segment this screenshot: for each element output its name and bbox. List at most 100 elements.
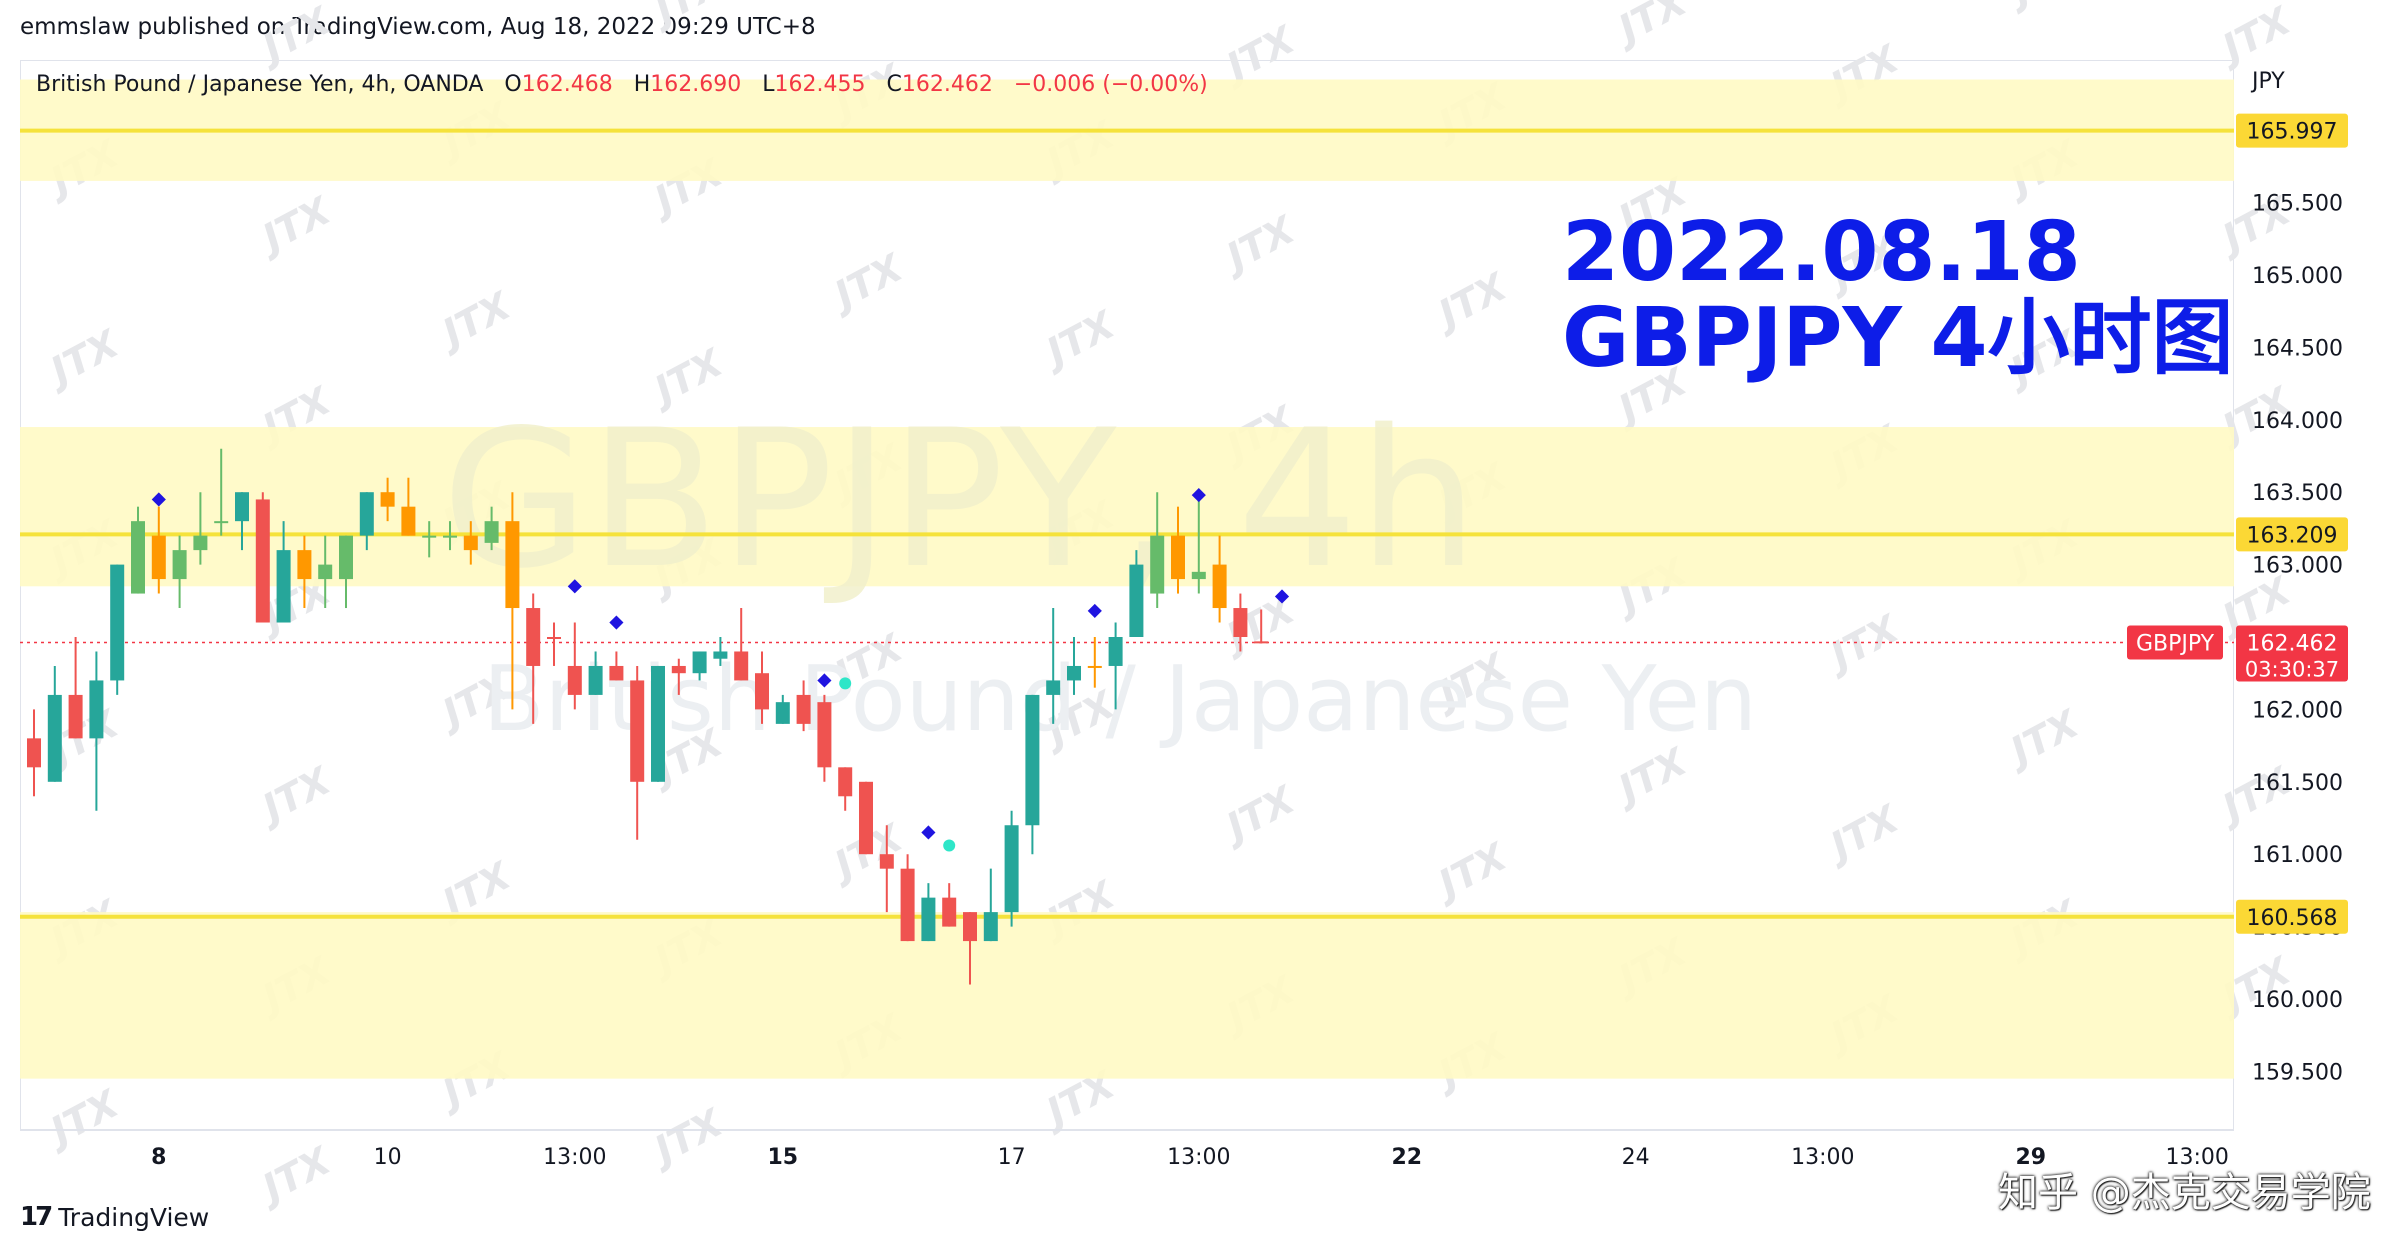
change-value: −0.006 (−0.00%): [1013, 72, 1208, 97]
time-tick-label: 10: [374, 1145, 402, 1170]
candle-body: [1108, 637, 1123, 666]
candle[interactable]: [526, 593, 541, 724]
candle[interactable]: [1108, 622, 1123, 710]
level-price-labels: 165.997 163.209 160.568: [2236, 113, 2348, 934]
candle-body: [47, 694, 62, 782]
candle-body: [942, 897, 957, 927]
candle[interactable]: [692, 651, 707, 681]
ohlc-legend: British Pound / Japanese Yen, 4h, OANDA …: [36, 72, 1222, 97]
candle[interactable]: [942, 883, 957, 927]
price-tick-label: 160.000: [2252, 988, 2343, 1013]
candle-body: [131, 521, 145, 594]
candle-body: [609, 665, 624, 681]
signal-diamond: [567, 579, 582, 594]
candle-body: [339, 535, 353, 580]
tradingview-logo[interactable]: 17 TradingView: [20, 1202, 209, 1232]
candle[interactable]: [1129, 550, 1144, 637]
candle[interactable]: [775, 694, 790, 724]
candle[interactable]: [339, 535, 353, 609]
candle[interactable]: [859, 781, 873, 855]
candle[interactable]: [1254, 609, 1269, 644]
candle[interactable]: [630, 665, 645, 840]
candle[interactable]: [900, 854, 915, 942]
candle[interactable]: [255, 492, 270, 623]
time-axis: 8 10 13:00 15 17 13:00 22 24 13:00 29 13:00: [151, 1145, 2229, 1170]
candle[interactable]: [68, 637, 83, 739]
brand-watermark: JTX: [641, 0, 731, 35]
candle[interactable]: [1233, 593, 1248, 652]
candle-body: [443, 535, 457, 538]
candle[interactable]: [1150, 492, 1165, 609]
candle[interactable]: [879, 825, 894, 913]
candle[interactable]: [1046, 608, 1061, 724]
current-price-tag: GBPJPY 162.462 03:30:37: [2127, 625, 2348, 682]
candle-body: [89, 680, 104, 739]
candle[interactable]: [1191, 492, 1206, 594]
candle[interactable]: [422, 521, 437, 558]
brand-watermark: JTX: [1997, 0, 2087, 16]
candle[interactable]: [1212, 535, 1227, 623]
candle[interactable]: [193, 492, 208, 565]
candle[interactable]: [713, 637, 728, 666]
candle[interactable]: [1087, 637, 1102, 688]
candle[interactable]: [151, 506, 166, 594]
candle-body: [235, 492, 249, 522]
candle[interactable]: [443, 521, 457, 551]
candle[interactable]: [131, 506, 145, 594]
candle[interactable]: [1025, 694, 1040, 855]
candle[interactable]: [214, 448, 229, 536]
candle-body: [900, 868, 915, 942]
candle[interactable]: [463, 521, 478, 565]
candle[interactable]: [567, 622, 582, 710]
candle[interactable]: [734, 608, 749, 681]
candle[interactable]: [817, 694, 832, 782]
candle-body: [1233, 608, 1248, 637]
signal-dot: [839, 677, 852, 690]
candle[interactable]: [963, 912, 977, 985]
candle-body: [318, 564, 333, 580]
candle[interactable]: [89, 651, 104, 811]
candle[interactable]: [359, 492, 374, 551]
publisher-line: emmslaw published on TradingView.com, Au…: [20, 14, 816, 40]
signal-diamond: [1274, 589, 1290, 604]
candle[interactable]: [547, 622, 561, 666]
candle[interactable]: [401, 477, 416, 536]
candle[interactable]: [27, 709, 41, 797]
time-tick-label: 17: [998, 1145, 1026, 1170]
candle[interactable]: [983, 868, 998, 942]
candle[interactable]: [110, 564, 125, 695]
candle[interactable]: [235, 492, 249, 551]
candle-body: [755, 673, 769, 710]
brand-watermark: JTX: [1605, 0, 1695, 54]
price-tick-label: 164.500: [2252, 336, 2343, 361]
candle[interactable]: [755, 651, 769, 724]
candle[interactable]: [380, 477, 395, 522]
candle-body: [963, 912, 977, 942]
time-tick-label: 13:00: [1791, 1145, 1854, 1170]
candle-body: [1212, 564, 1227, 609]
candle[interactable]: [297, 535, 312, 609]
candle[interactable]: [671, 658, 686, 695]
candle[interactable]: [838, 767, 853, 811]
candle[interactable]: [276, 521, 291, 623]
candle[interactable]: [1067, 637, 1081, 695]
candle[interactable]: [505, 492, 520, 710]
candle-body: [692, 651, 707, 674]
symbol-tag-label: GBPJPY: [2136, 632, 2215, 657]
candle[interactable]: [609, 651, 624, 681]
candle[interactable]: [172, 535, 187, 609]
candle[interactable]: [588, 651, 603, 695]
candle[interactable]: [921, 883, 936, 942]
brand-watermark: JTX: [249, 188, 339, 263]
time-tick-label: 15: [767, 1145, 798, 1170]
candle-body: [671, 665, 686, 674]
candle[interactable]: [484, 506, 499, 551]
candle[interactable]: [47, 665, 62, 782]
candle[interactable]: [318, 535, 333, 609]
candle[interactable]: [651, 665, 665, 782]
candle[interactable]: [1171, 506, 1185, 594]
candle[interactable]: [796, 680, 811, 732]
candle[interactable]: [1004, 810, 1019, 927]
brand-watermark: JTX: [1817, 796, 1907, 871]
